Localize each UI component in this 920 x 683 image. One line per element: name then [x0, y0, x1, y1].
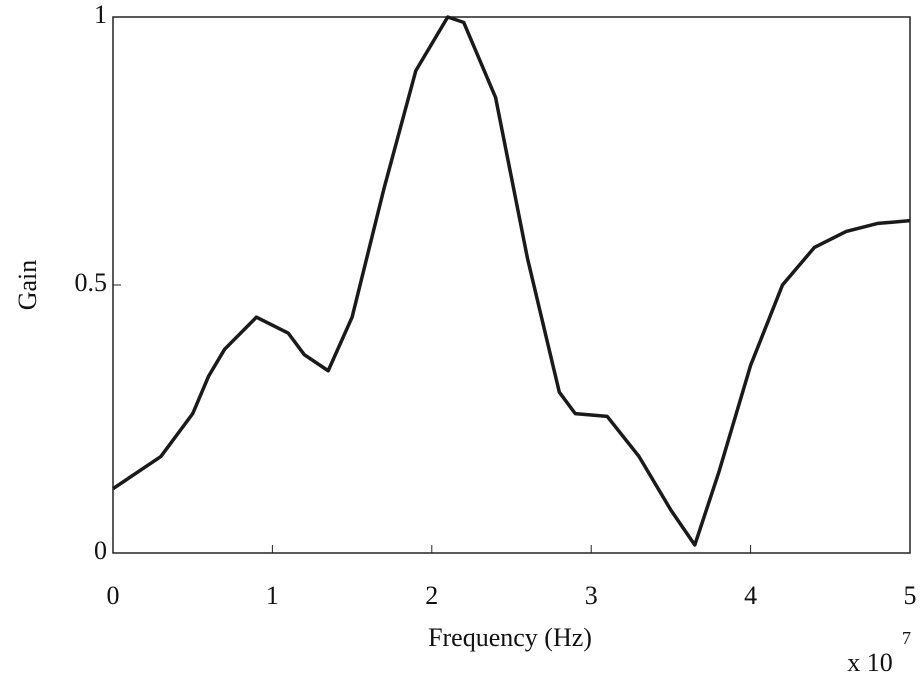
plot-frame	[112, 16, 911, 554]
data-line	[112, 15, 911, 547]
x-tick-label: 1	[266, 581, 279, 610]
x-tick-label: 0	[107, 581, 120, 610]
x-multiplier-exponent: 7	[902, 628, 911, 648]
y-tick-label: 0.5	[75, 268, 108, 297]
x-tick-label: 5	[904, 581, 917, 610]
y-tick-label: 0	[94, 536, 107, 565]
y-tick-label: 1	[94, 0, 107, 29]
x-axis-label: Frequency (Hz)	[428, 623, 592, 652]
x-tick-label: 2	[425, 581, 438, 610]
x-tick-label: 3	[585, 581, 598, 610]
y-axis-label: Gain	[13, 260, 42, 311]
x-tick-label: 4	[744, 581, 757, 610]
x-multiplier: x 10	[847, 648, 893, 677]
